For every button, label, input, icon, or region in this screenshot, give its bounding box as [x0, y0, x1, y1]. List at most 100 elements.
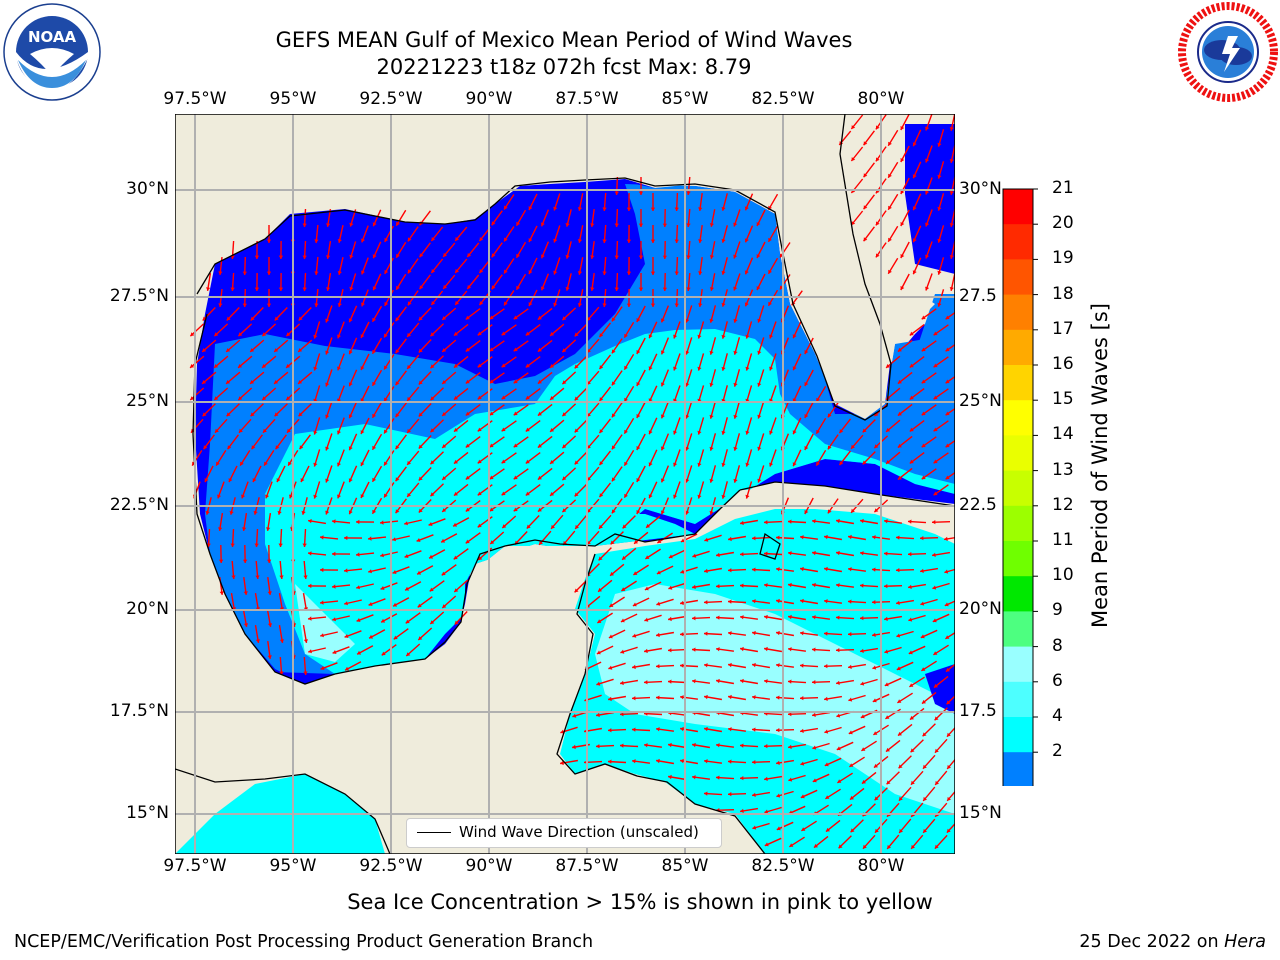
wind-wave-arrowhead — [921, 443, 926, 448]
colorbar-segment — [1003, 470, 1033, 507]
wind-wave-arrowhead — [380, 553, 384, 558]
wind-wave-arrowhead — [562, 380, 567, 385]
lat-tick-label-right: 27.5 — [959, 286, 997, 306]
wind-wave-arrowhead — [337, 271, 342, 275]
wind-wave-arrowhead — [636, 414, 641, 418]
wind-wave-arrowhead — [812, 745, 817, 750]
wind-wave-arrowhead — [644, 617, 649, 622]
wind-wave-arrowhead — [230, 287, 235, 291]
wind-wave-arrowhead — [721, 366, 726, 371]
wind-wave-arrowhead — [587, 412, 591, 417]
wind-wave-arrowhead — [862, 460, 867, 465]
wind-wave-arrowhead — [792, 366, 797, 371]
wind-wave-arrowhead — [278, 287, 284, 291]
wind-wave-arrowhead — [407, 460, 411, 465]
wind-wave-arrowhead — [360, 462, 365, 466]
wind-wave-arrowhead — [660, 318, 665, 323]
wind-wave-arrowhead — [921, 315, 926, 320]
wind-wave-arrowhead — [899, 796, 903, 801]
wind-wave-arrowhead — [874, 796, 879, 801]
wind-wave-arrowhead — [372, 349, 377, 354]
wind-wave-arrowhead — [947, 732, 951, 737]
wind-wave-arrowhead — [721, 334, 726, 339]
wind-wave-arrowhead — [326, 255, 331, 259]
wind-wave-arrowhead — [540, 286, 545, 291]
wind-wave-arrowhead — [348, 446, 353, 451]
wind-wave-arrowhead — [638, 223, 644, 227]
wind-wave-arrowhead — [744, 206, 749, 211]
wind-wave-arrowhead — [848, 632, 852, 637]
lat-tick-label-left: 20°N — [126, 599, 169, 619]
wind-wave-arrowhead — [925, 254, 930, 259]
wind-wave-arrowhead — [479, 301, 484, 306]
wind-wave-arrowhead — [909, 459, 914, 464]
wind-wave-arrowhead — [602, 207, 607, 211]
wind-wave-arrowhead — [491, 253, 496, 258]
wind-wave-arrowhead — [286, 332, 291, 337]
wind-wave-arrowhead — [416, 538, 421, 542]
wind-wave-arrowhead — [872, 535, 876, 540]
wind-wave-arrowhead — [479, 269, 484, 274]
wind-wave-arrowhead — [238, 364, 243, 368]
wind-wave-arrowhead — [298, 380, 303, 384]
wind-wave-arrowhead — [757, 350, 762, 355]
wind-wave-arrowhead — [332, 650, 337, 654]
wind-wave-arrowhead — [800, 761, 805, 766]
colorbar-tick-label: 2 — [1052, 741, 1063, 762]
wind-wave-arrowhead — [550, 428, 555, 432]
wind-wave-arrowhead — [733, 286, 738, 291]
wind-wave-arrowhead — [909, 331, 914, 336]
wind-wave-arrowhead — [242, 303, 247, 307]
wind-wave-arrowhead — [660, 414, 665, 419]
wind-wave-arrowhead — [836, 746, 841, 751]
wind-wave-arrowhead — [933, 427, 938, 432]
wind-wave-arrowhead — [332, 551, 336, 557]
wind-wave-arrowhead — [812, 582, 816, 588]
footer-machine: Hera — [1224, 932, 1266, 952]
wind-wave-arrowhead — [441, 538, 446, 543]
wind-wave-arrowhead — [337, 239, 342, 243]
wind-wave-arrowhead — [467, 285, 472, 289]
wind-wave-arrowhead — [418, 412, 423, 417]
wind-wave-arrowhead — [596, 650, 601, 655]
wind-wave-arrowhead — [909, 395, 914, 400]
wind-wave-arrowhead — [650, 303, 656, 307]
wind-wave-arrowhead — [733, 478, 738, 483]
wind-wave-arrowhead — [454, 459, 458, 464]
wind-wave-arrowhead — [945, 475, 950, 480]
wind-wave-arrowhead — [332, 519, 336, 524]
wind-wave-arrowhead — [733, 318, 738, 323]
wind-wave-arrowhead — [932, 585, 937, 590]
wind-wave-arrowhead — [241, 494, 246, 499]
wind-wave-arrowhead — [620, 743, 624, 748]
wind-wave-arrowhead — [418, 348, 423, 353]
wind-wave-arrowhead — [692, 775, 696, 780]
colorbar-tick-label: 14 — [1052, 424, 1074, 445]
wind-wave-arrowhead — [884, 649, 889, 654]
wind-wave-arrowhead — [614, 191, 619, 195]
wind-wave-arrowhead — [824, 762, 829, 767]
wind-wave-arrowhead — [332, 584, 336, 589]
wind-wave-arrowhead — [745, 334, 750, 339]
wind-wave-arrowhead — [442, 476, 447, 480]
wind-wave-arrowhead — [540, 254, 545, 259]
colorbar-segment — [1003, 646, 1033, 683]
wind-wave-arrowhead — [525, 427, 530, 432]
wind-wave-arrowhead — [872, 632, 876, 637]
wind-wave-arrowhead — [851, 221, 856, 225]
wind-wave-arrowhead — [836, 680, 840, 685]
wind-wave-arrowhead — [250, 380, 255, 384]
wind-wave-arrowhead — [827, 445, 832, 450]
colorbar-segment — [1003, 576, 1033, 612]
wind-wave-arrowhead — [757, 446, 762, 451]
wind-wave-arrowhead — [253, 510, 258, 515]
wind-wave-arrowhead — [680, 695, 684, 700]
wind-wave-arrowhead — [526, 524, 531, 529]
wind-wave-arrowhead — [489, 379, 494, 384]
wind-wave-arrowhead — [274, 348, 279, 352]
colorbar-segment — [1003, 541, 1033, 577]
wind-wave-arrowhead — [357, 650, 362, 655]
wind-wave-arrowhead — [266, 271, 272, 275]
wind-wave-arrowhead — [250, 316, 255, 321]
wind-wave-arrowhead — [872, 665, 877, 670]
